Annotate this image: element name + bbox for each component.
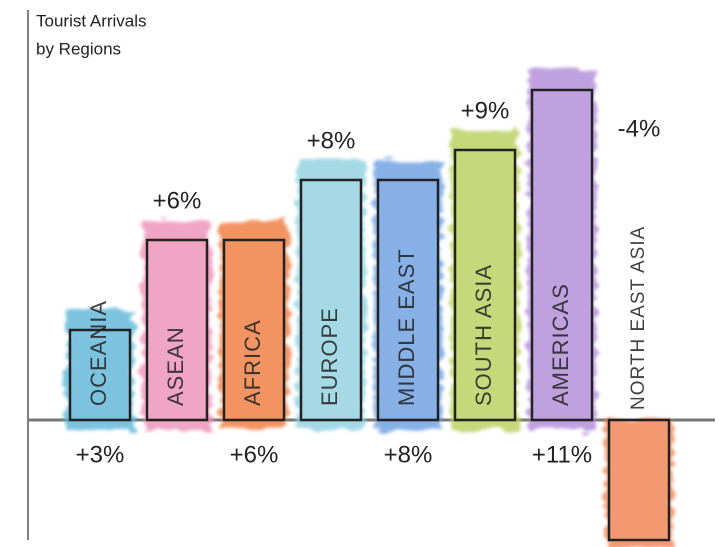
category-label: ASEAN: [163, 326, 188, 406]
bar: [607, 418, 671, 542]
value-label: +9%: [461, 97, 510, 124]
bar-wash: [451, 130, 519, 430]
value-label: -4%: [618, 115, 661, 142]
bar-wash: [374, 160, 442, 430]
bar: [145, 238, 209, 422]
category-label: SOUTH ASIA: [471, 264, 496, 406]
bar-wash: [297, 160, 365, 430]
bar: [530, 88, 594, 422]
category-label: MIDDLE EAST: [394, 248, 419, 406]
bar: [68, 328, 132, 422]
value-label: +8%: [307, 127, 356, 154]
chart-subtitle: by Regions: [36, 39, 121, 58]
value-label: +6%: [153, 187, 202, 214]
value-label: +3%: [76, 441, 125, 468]
bar-wash: [605, 420, 673, 546]
chart-title: Tourist Arrivals: [36, 11, 147, 30]
bar: [222, 238, 286, 422]
value-label: +8%: [384, 441, 433, 468]
value-label: +6%: [230, 441, 279, 468]
category-label: EUROPE: [317, 307, 342, 406]
bar: [453, 148, 517, 422]
bar-wash: [220, 220, 288, 430]
category-label: OCEANIA: [86, 300, 111, 406]
bar: [299, 178, 363, 422]
category-label: AMERICAS: [548, 283, 573, 406]
value-label: +11%: [532, 441, 592, 468]
category-label: NORTH EAST ASIA: [628, 226, 649, 410]
bar-wash: [143, 220, 211, 430]
bar-wash: [528, 70, 596, 430]
bar: [376, 178, 440, 422]
category-label: AFRICA: [240, 319, 265, 406]
